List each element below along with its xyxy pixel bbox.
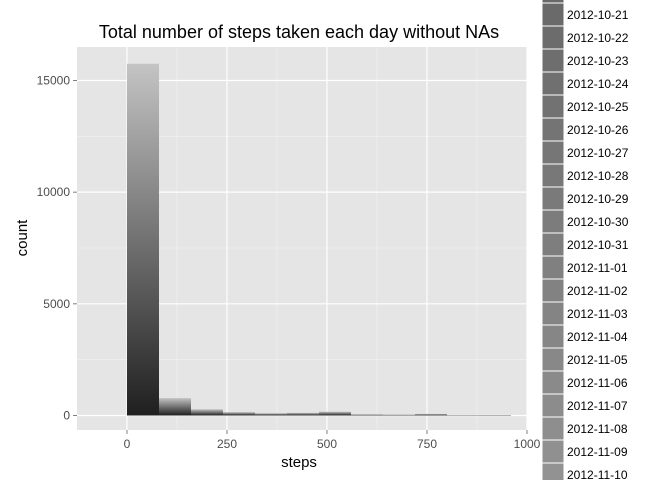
legend-label: 2012-10-22 bbox=[567, 31, 629, 45]
legend-label: 2012-10-30 bbox=[567, 215, 629, 229]
legend-label: 2012-11-04 bbox=[567, 330, 628, 344]
legend-label: 2012-10-25 bbox=[567, 100, 629, 114]
legend-label: 2012-10-26 bbox=[567, 123, 629, 137]
legend-label: 2012-11-09 bbox=[567, 445, 628, 459]
histogram-bar bbox=[319, 411, 351, 416]
legend-swatch bbox=[541, 301, 565, 326]
histogram-bars bbox=[127, 63, 511, 416]
legend-label: 2012-10-31 bbox=[567, 238, 629, 252]
histogram-bar bbox=[159, 398, 191, 416]
y-axis-title: count bbox=[14, 219, 31, 257]
histogram-bar bbox=[383, 414, 415, 416]
legend-swatch bbox=[541, 163, 565, 188]
legend-swatch bbox=[541, 232, 565, 257]
legend-label: 2012-10-28 bbox=[567, 169, 629, 183]
legend-label: 2012-11-07 bbox=[567, 399, 628, 413]
legend-swatch bbox=[541, 439, 565, 464]
legend-swatch bbox=[541, 416, 565, 441]
legend-swatch bbox=[541, 393, 565, 418]
histogram-bar bbox=[255, 413, 287, 416]
legend-swatch bbox=[541, 25, 565, 50]
legend-swatch bbox=[541, 347, 565, 372]
legend-label: 2012-11-05 bbox=[567, 353, 628, 367]
x-tick-label: 1000 bbox=[514, 437, 541, 451]
legend-label: 2012-11-10 bbox=[567, 468, 628, 480]
y-tick-label: 5000 bbox=[43, 297, 70, 311]
legend-swatch bbox=[541, 71, 565, 96]
chart-title: Total number of steps taken each day wit… bbox=[99, 22, 499, 42]
y-tick-label: 10000 bbox=[37, 185, 71, 199]
legend-label: 2012-10-27 bbox=[567, 146, 629, 160]
legend-label: 2012-11-08 bbox=[567, 422, 628, 436]
legend-swatch bbox=[541, 255, 565, 280]
y-tick-label: 15000 bbox=[37, 73, 71, 87]
legend-label: 2012-10-24 bbox=[567, 77, 629, 91]
y-tick-label: 0 bbox=[63, 408, 70, 422]
histogram-bar bbox=[351, 414, 383, 416]
legend-swatch bbox=[541, 324, 565, 349]
legend-label: 2012-10-29 bbox=[567, 192, 629, 206]
x-tick-label: 750 bbox=[417, 437, 437, 451]
legend-label: 2012-10-21 bbox=[567, 8, 629, 22]
histogram-bar bbox=[223, 412, 255, 416]
legend-label: 2012-10-23 bbox=[567, 54, 629, 68]
x-tick-label: 0 bbox=[124, 437, 131, 451]
legend-swatch bbox=[541, 186, 565, 211]
legend-swatch bbox=[541, 209, 565, 234]
y-axis-ticks: 0 5000 10000 15000 bbox=[37, 73, 77, 422]
x-tick-label: 250 bbox=[217, 437, 237, 451]
legend-label: 2012-11-03 bbox=[567, 307, 628, 321]
legend-swatch bbox=[541, 94, 565, 119]
histogram-bar bbox=[191, 409, 223, 416]
legend-swatch bbox=[541, 140, 565, 165]
histogram-bar bbox=[415, 413, 447, 416]
legend-swatch bbox=[541, 48, 565, 73]
legend-swatch bbox=[541, 2, 565, 27]
legend-label: 2012-11-01 bbox=[567, 261, 628, 275]
legend-label: 2012-11-06 bbox=[567, 376, 628, 390]
x-axis-title: steps bbox=[281, 454, 317, 471]
legend-label: 2012-11-02 bbox=[567, 284, 628, 298]
histogram-bar bbox=[479, 415, 511, 416]
histogram-bar bbox=[287, 412, 319, 416]
minor-gridlines bbox=[77, 47, 527, 430]
legend-swatch bbox=[541, 370, 565, 395]
histogram-bar bbox=[447, 415, 479, 416]
date-legend: 2012-10-21 2012-10-22 2012-10-23 2012-10-24… bbox=[541, 0, 629, 480]
legend-swatch bbox=[541, 117, 565, 142]
x-tick-label: 500 bbox=[317, 437, 337, 451]
histogram-bar bbox=[127, 63, 159, 416]
legend-swatch bbox=[541, 278, 565, 303]
x-axis-ticks: 0 250 500 750 1000 bbox=[124, 430, 541, 451]
legend-swatch bbox=[541, 462, 565, 480]
